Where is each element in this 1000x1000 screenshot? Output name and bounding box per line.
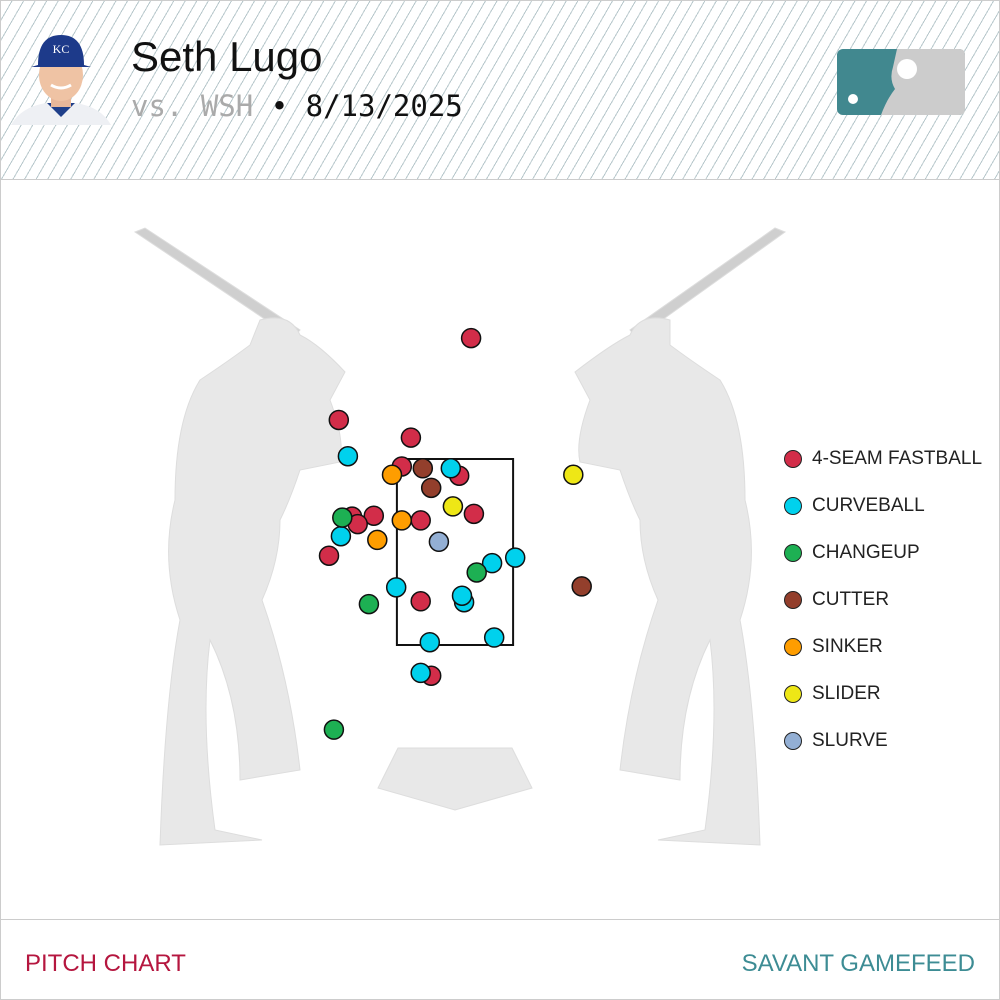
- legend-label: 4-SEAM FASTBALL: [812, 447, 983, 469]
- pitch-point[interactable]: [428, 531, 450, 553]
- home-plate: [377, 747, 533, 811]
- legend: 4-SEAM FASTBALL CURVEBALL CHANGEUP CUTTER SI…: [784, 435, 982, 764]
- header: KC Seth Lugo vs. WSH • 8/13/2025: [1, 1, 999, 180]
- pitch-point[interactable]: [400, 427, 422, 448]
- legend-label: CURVEBALL: [812, 494, 925, 516]
- legend-item[interactable]: SLURVE: [784, 717, 982, 764]
- pitch-point[interactable]: [463, 503, 485, 525]
- pitch-plot: [133, 227, 787, 846]
- separator: •: [270, 89, 289, 123]
- legend-swatch: [784, 449, 802, 468]
- pitch-point[interactable]: [419, 631, 441, 653]
- mlb-logo: [837, 49, 965, 115]
- pitch-point[interactable]: [420, 477, 442, 499]
- legend-label: SLIDER: [812, 682, 881, 704]
- right-batter-silhouette: [574, 227, 787, 846]
- strike-zone: [395, 458, 515, 646]
- game-date: 8/13/2025: [305, 89, 463, 123]
- pitch-point[interactable]: [330, 525, 352, 547]
- pitch-point[interactable]: [381, 464, 403, 486]
- legend-item[interactable]: CURVEBALL: [784, 482, 982, 529]
- pitch-point[interactable]: [367, 529, 388, 551]
- pitches-layer: [318, 327, 592, 740]
- pitch-point[interactable]: [318, 545, 340, 566]
- legend-swatch: [784, 496, 802, 515]
- legend-swatch: [784, 637, 802, 656]
- legend-label: SINKER: [812, 635, 883, 657]
- pitch-point[interactable]: [504, 547, 526, 568]
- game-info: vs. WSH • 8/13/2025: [131, 89, 463, 123]
- pitch-point[interactable]: [323, 719, 345, 740]
- pitch-point[interactable]: [410, 662, 431, 684]
- pitch-point[interactable]: [332, 507, 353, 528]
- svg-text:KC: KC: [53, 42, 70, 56]
- pitch-point[interactable]: [363, 505, 385, 526]
- pitch-point[interactable]: [440, 458, 462, 479]
- pitch-point[interactable]: [563, 464, 584, 486]
- legend-swatch: [784, 684, 802, 703]
- footer: PITCH CHART SAVANT GAMEFEED: [1, 919, 999, 1000]
- legend-label: CUTTER: [812, 588, 890, 610]
- pitch-point[interactable]: [571, 576, 592, 597]
- pitch-point[interactable]: [385, 577, 407, 598]
- pitch-point[interactable]: [442, 496, 464, 517]
- legend-label: SLURVE: [812, 729, 888, 751]
- pitch-point[interactable]: [451, 585, 473, 606]
- pitch-point[interactable]: [410, 510, 431, 531]
- pitch-point[interactable]: [337, 445, 359, 467]
- savant-gamefeed-link[interactable]: SAVANT GAMEFEED: [741, 950, 975, 977]
- pitch-point[interactable]: [391, 510, 413, 531]
- opponent: vs. WSH: [131, 89, 254, 123]
- pitch-point[interactable]: [358, 593, 380, 615]
- legend-item[interactable]: SLIDER: [784, 670, 982, 717]
- legend-label: CHANGEUP: [812, 541, 920, 563]
- pitch-chart-label: PITCH CHART: [25, 950, 186, 977]
- pitch-point[interactable]: [481, 552, 503, 574]
- legend-swatch: [784, 731, 802, 750]
- pitch-point[interactable]: [483, 627, 505, 648]
- player-headshot: KC: [11, 35, 111, 125]
- pitch-point[interactable]: [410, 591, 431, 612]
- legend-item[interactable]: CHANGEUP: [784, 529, 982, 576]
- legend-swatch: [784, 590, 802, 609]
- pitch-point[interactable]: [460, 327, 482, 349]
- pitch-point[interactable]: [412, 458, 434, 479]
- legend-item[interactable]: SINKER: [784, 623, 982, 670]
- legend-item[interactable]: CUTTER: [784, 576, 982, 623]
- pitcher-name: Seth Lugo: [131, 33, 323, 80]
- pitch-point[interactable]: [328, 409, 350, 431]
- left-batter-silhouette: [133, 227, 346, 846]
- pitch-point[interactable]: [466, 562, 487, 583]
- legend-swatch: [784, 543, 802, 562]
- pitch-chart: 4-SEAM FASTBALL CURVEBALL CHANGEUP CUTTER SI…: [0, 180, 1000, 920]
- legend-item[interactable]: 4-SEAM FASTBALL: [784, 435, 982, 482]
